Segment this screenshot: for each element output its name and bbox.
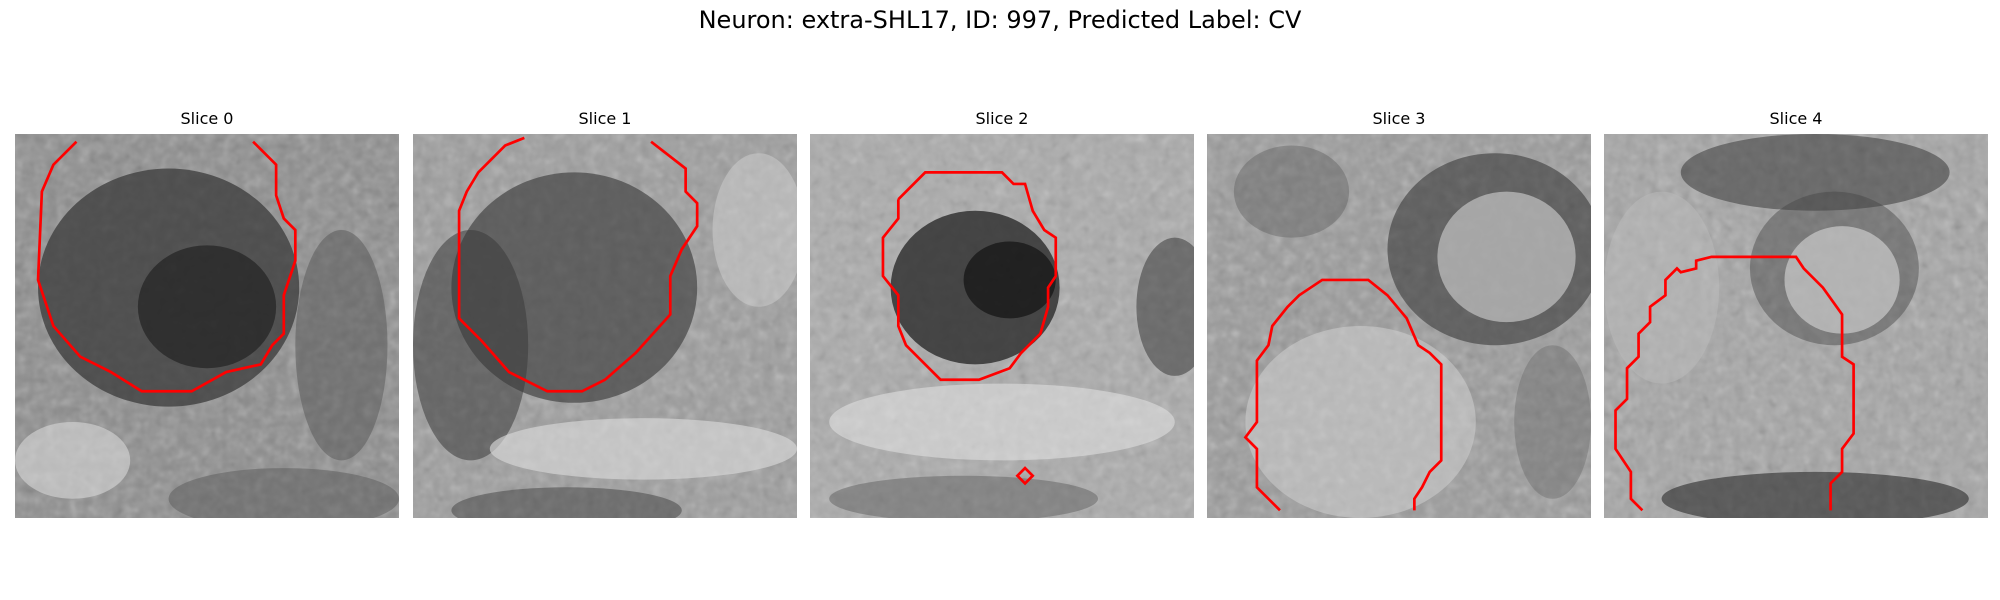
slice-panel-0: Slice 0: [15, 108, 399, 518]
segmentation-contour: [1243, 278, 1443, 512]
slice-title: Slice 0: [180, 109, 234, 128]
microscopy-slice-image: [15, 134, 399, 518]
slice-panel-3: Slice 3: [1207, 108, 1591, 518]
segmentation-contour: [457, 136, 699, 393]
slice-title: Slice 1: [578, 109, 632, 128]
slice-title: Slice 4: [1769, 109, 1823, 128]
segmentation-contour: [1614, 255, 1855, 512]
slice-panel-4: Slice 4: [1604, 108, 1988, 518]
slice-title: Slice 3: [1372, 109, 1426, 128]
slice-panel-2: Slice 2: [810, 108, 1194, 518]
figure-title: Neuron: extra-SHL17, ID: 997, Predicted …: [698, 6, 1302, 34]
segmentation-contour: [36, 140, 297, 393]
segmentation-contour: [881, 171, 1058, 382]
microscopy-slice-image: [810, 134, 1194, 518]
microscopy-slice-image: [413, 134, 797, 518]
segmentation-contour-small: [1015, 466, 1035, 486]
microscopy-slice-image: [1604, 134, 1988, 518]
slice-title: Slice 2: [975, 109, 1029, 128]
microscopy-slice-image: [1207, 134, 1591, 518]
slice-panel-1: Slice 1: [413, 108, 797, 518]
